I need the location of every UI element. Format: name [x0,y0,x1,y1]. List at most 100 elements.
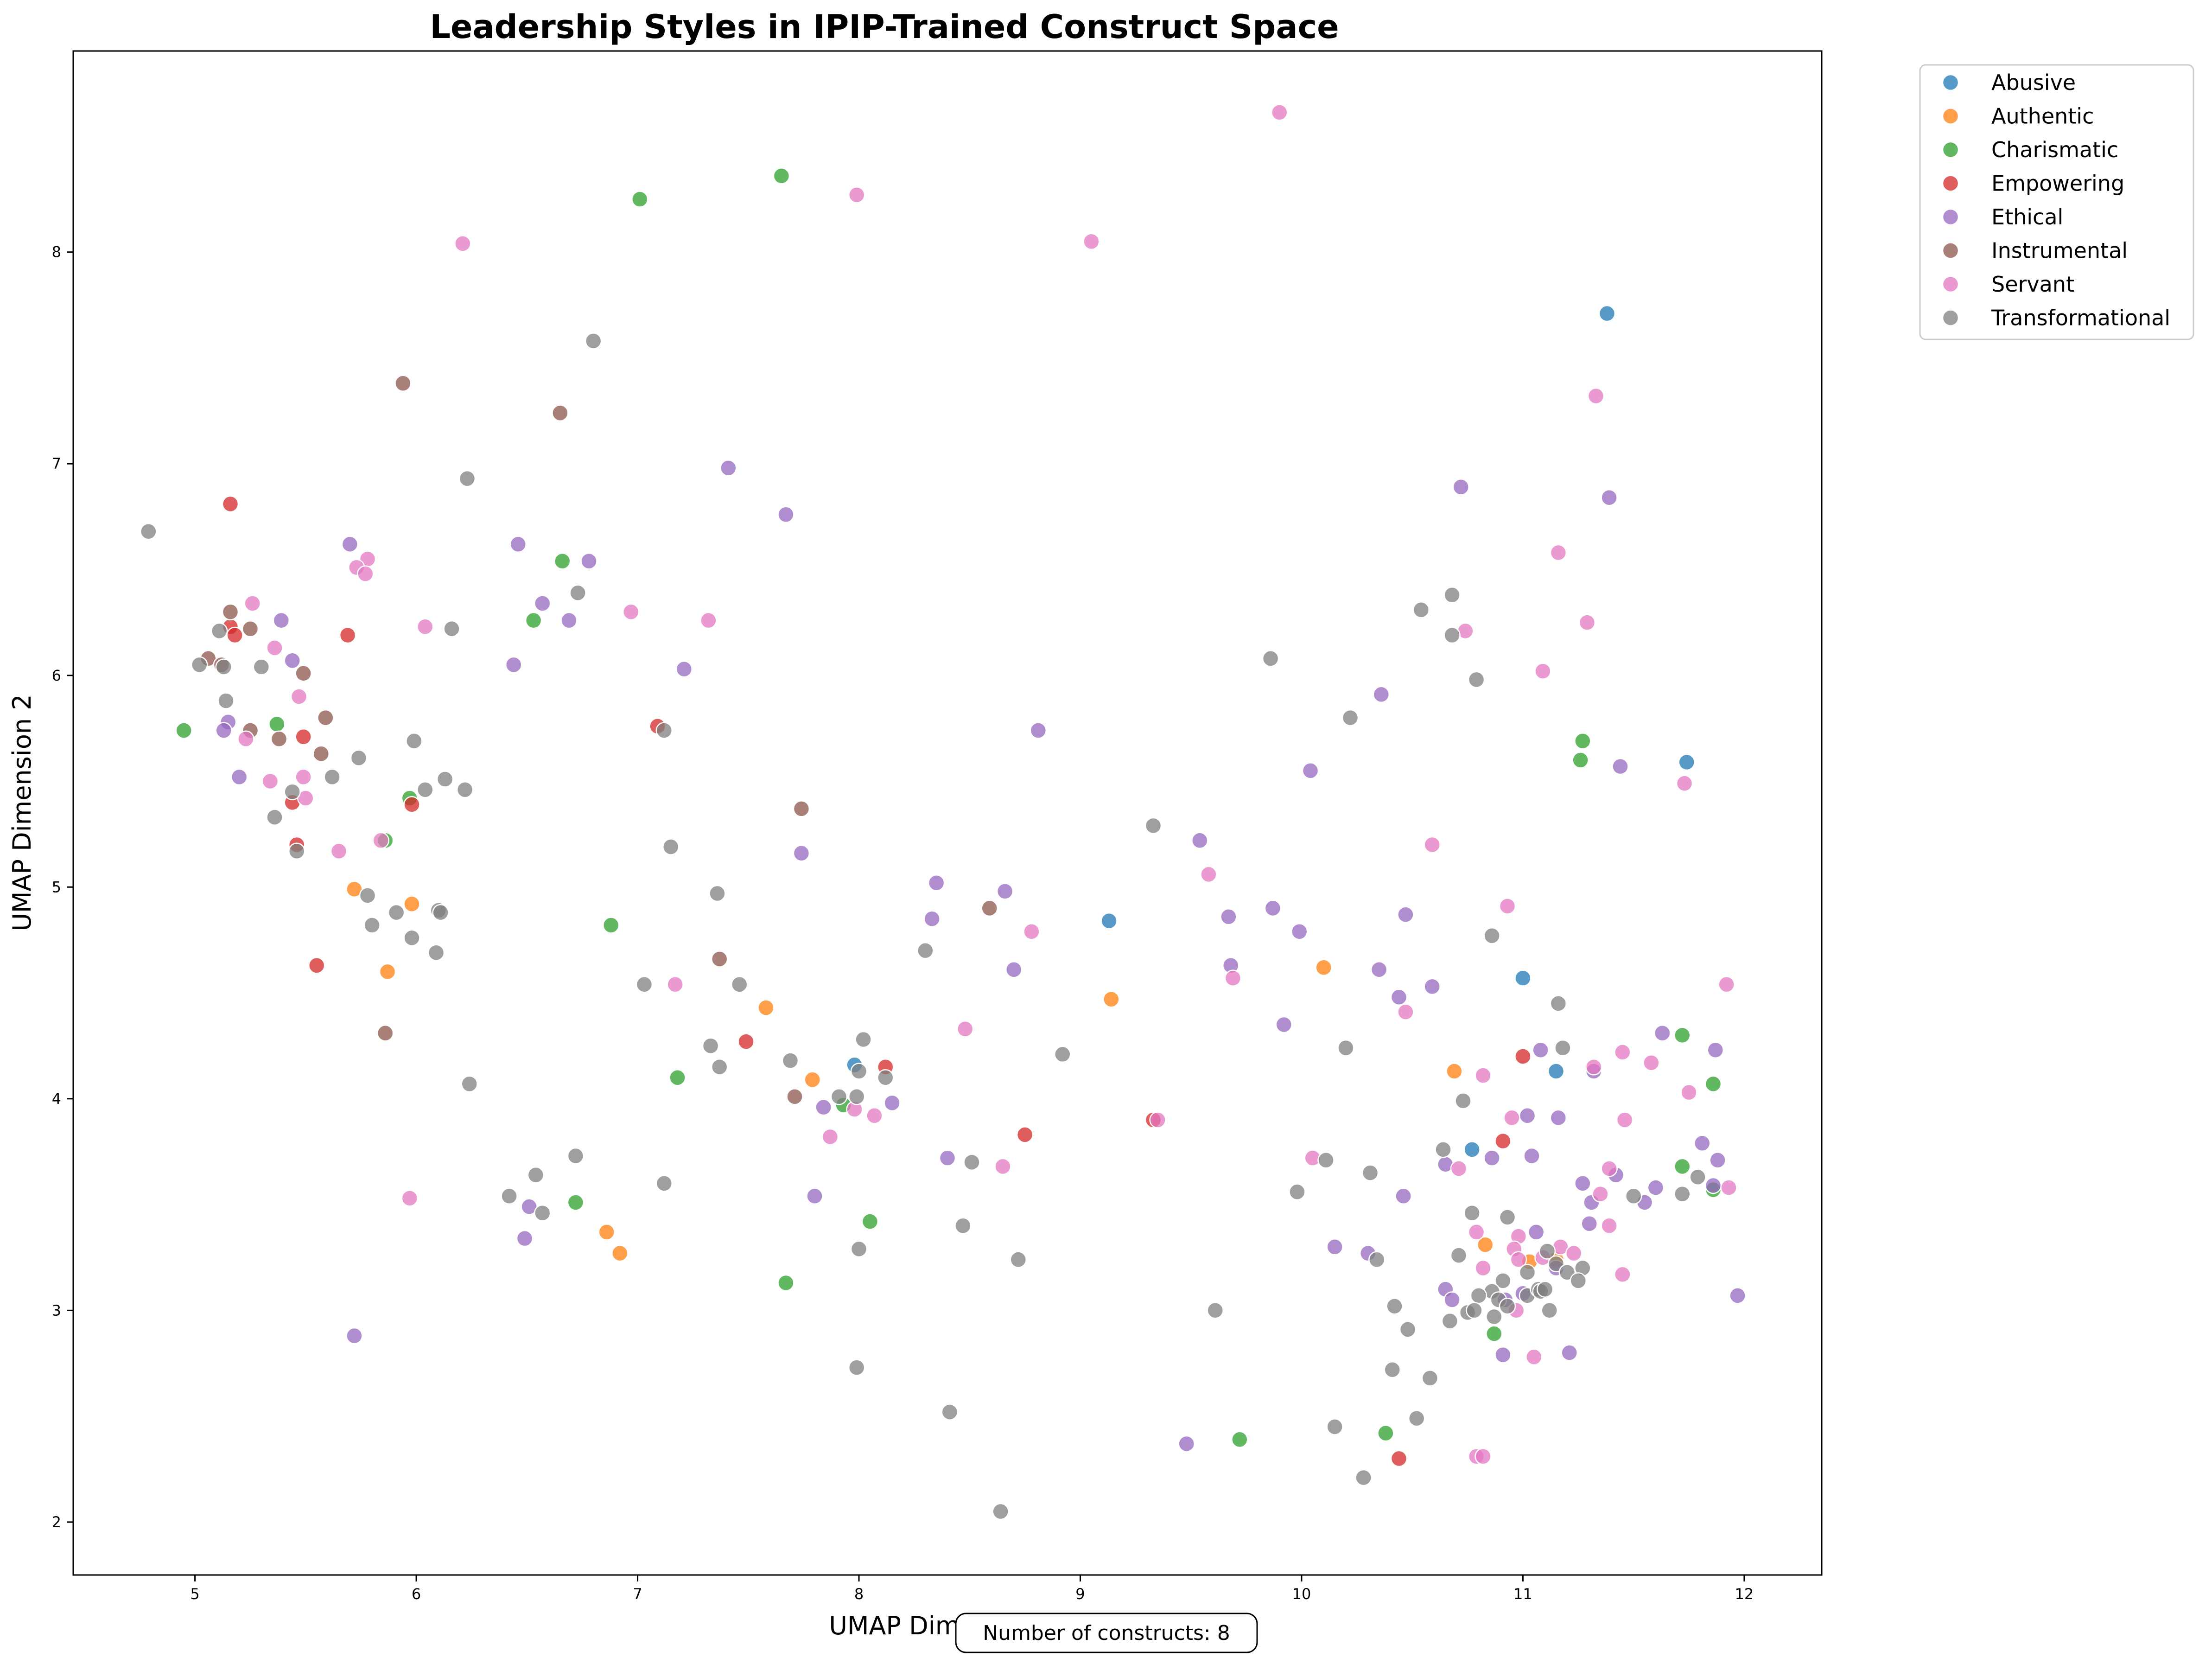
point-servant [1526,1348,1543,1366]
series-transformational [140,332,1706,1520]
point-servant [1550,544,1567,561]
point-servant [372,832,389,849]
point-transformational [324,768,341,786]
point-servant [290,688,308,705]
point-transformational [954,1217,972,1234]
point-ethical [1647,1179,1665,1196]
point-charismatic [268,715,286,733]
point-authentic [757,999,775,1016]
point-empowering [1494,1132,1512,1150]
point-instrumental [394,375,412,392]
point-transformational [266,809,283,826]
point-transformational [501,1187,518,1205]
point-ethical [1561,1344,1578,1361]
point-ethical [1704,1177,1722,1194]
point-ethical [996,883,1014,900]
point-ethical [793,844,810,862]
point-transformational [140,523,157,540]
point-charismatic [773,167,790,185]
point-ethical [516,1230,534,1247]
point-ethical [1601,489,1618,506]
point-instrumental [317,709,334,727]
legend-label-ethical: Ethical [1991,204,2063,230]
point-transformational [709,885,726,902]
legend-marker-transformational [1942,309,1959,326]
point-instrumental [242,620,259,638]
point-transformational [1463,1205,1481,1222]
point-transformational [1399,1321,1417,1338]
point-servant [1397,1003,1414,1020]
point-empowering [295,728,312,746]
point-transformational [1326,1418,1343,1435]
point-servant [1424,836,1441,854]
point-ethical [534,595,551,612]
series-instrumental [200,375,998,1105]
point-ethical [560,612,578,629]
point-transformational [1536,1281,1554,1298]
point-transformational [215,658,232,676]
point-transformational [569,584,586,601]
x-tick-label: 5 [190,1585,199,1603]
point-transformational [210,622,228,640]
point-transformational [191,656,208,674]
point-charismatic [1486,1325,1503,1342]
point-instrumental [711,950,728,968]
point-transformational [1144,817,1162,835]
point-charismatic [602,917,620,934]
point-transformational [1625,1187,1642,1205]
point-charismatic [1673,1026,1691,1044]
legend-label-servant: Servant [1991,272,2074,297]
point-transformational [1519,1263,1536,1281]
point-servant [1601,1217,1618,1234]
point-servant [1676,775,1693,792]
point-transformational [1541,1302,1558,1319]
point-authentic [379,963,396,981]
point-transformational [655,1175,673,1192]
legend-label-instrumental: Instrumental [1991,238,2128,263]
point-ethical [1612,758,1629,775]
point-empowering [339,626,356,644]
point-ethical [1390,988,1408,1006]
point-empowering [737,1033,755,1050]
point-transformational [711,1058,728,1076]
point-ethical [1397,906,1414,923]
point-empowering [222,495,239,513]
point-transformational [877,1069,894,1086]
point-servant [1578,614,1596,631]
point-ethical [1370,961,1388,978]
y-tick-label: 5 [52,878,61,896]
point-transformational [1499,1297,1516,1315]
point-servant [1534,663,1551,680]
point-ethical [1275,1016,1293,1033]
point-ethical [1653,1025,1671,1042]
point-ethical [1030,722,1047,739]
point-ethical [720,459,737,477]
point-transformational [456,781,474,798]
point-ethical [346,1327,363,1345]
point-empowering [226,626,243,644]
point-instrumental [295,664,312,682]
point-transformational [284,783,301,801]
point-servant [1720,1179,1737,1196]
y-tick-label: 4 [52,1090,61,1108]
point-servant [1224,969,1242,987]
point-transformational [855,1031,872,1048]
point-transformational [636,976,653,993]
point-charismatic [1377,1424,1394,1442]
point-transformational [1673,1186,1691,1203]
point-ethical [1707,1041,1724,1059]
point-servant [295,768,312,786]
point-transformational [655,722,673,739]
point-empowering [1016,1126,1034,1143]
point-servant [1587,387,1605,405]
chart-title: Leadership Styles in IPIP-Trained Constr… [430,8,1339,46]
y-tick-label: 6 [52,667,61,684]
point-servant [1643,1054,1660,1071]
legend-label-charismatic: Charismatic [1991,137,2118,162]
point-servant [1475,1067,1492,1084]
point-transformational [585,332,602,350]
point-ethical [273,612,290,629]
point-servant [1468,1224,1485,1241]
plot-frame [72,50,1823,1576]
point-transformational [534,1205,551,1222]
